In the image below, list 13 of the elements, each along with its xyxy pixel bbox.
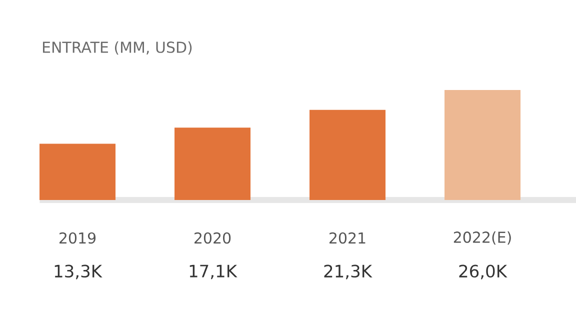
bar — [40, 144, 116, 200]
x-tick-label: 2022(E) — [454, 231, 511, 245]
data-label: 13,3K — [54, 264, 102, 280]
data-label: 21,3K — [324, 264, 372, 280]
data-label: 17,1K — [190, 264, 238, 280]
x-tick-label: 2019 — [60, 232, 96, 244]
x-tick-label: 2020 — [194, 232, 231, 244]
bar — [444, 90, 521, 200]
chart-title: ENTRATE (MM, USD) — [42, 41, 192, 55]
bar — [174, 128, 251, 200]
x-tick-label: 2021 — [330, 232, 366, 244]
bar — [310, 110, 386, 200]
data-label: 26,0K — [459, 264, 508, 280]
